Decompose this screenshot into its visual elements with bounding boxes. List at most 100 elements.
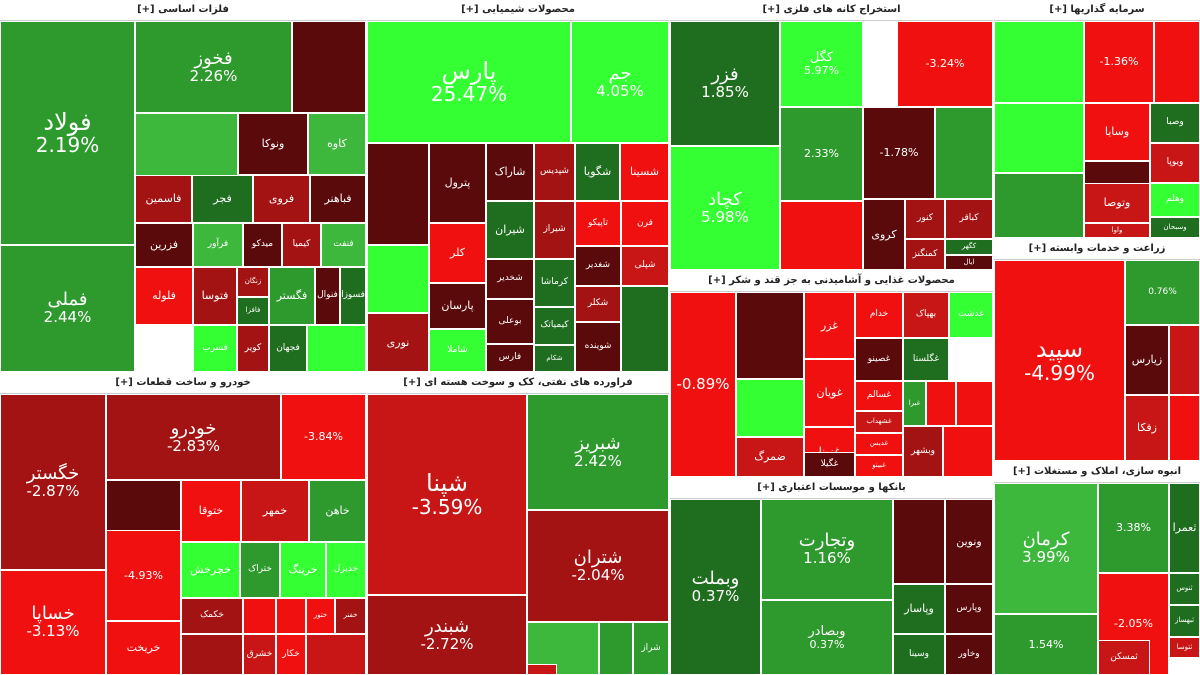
- stock-tile[interactable]: خچرخش: [181, 542, 240, 598]
- stock-tile[interactable]: [306, 634, 366, 675]
- stock-tile[interactable]: وبشهر: [903, 426, 943, 477]
- sector-title[interactable]: خودرو و ساخت قطعات [+]: [0, 373, 366, 394]
- stock-tile[interactable]: نوری: [367, 313, 429, 372]
- sector-title[interactable]: استخراج کانه های فلزی [+]: [670, 0, 993, 21]
- stock-tile[interactable]: [994, 173, 1084, 238]
- stock-tile[interactable]: وبملت 0.37%: [670, 499, 761, 675]
- stock-tile[interactable]: کنور: [905, 199, 945, 239]
- stock-tile[interactable]: ثبهساز: [1169, 605, 1200, 637]
- stock-tile[interactable]: [1169, 395, 1200, 461]
- stock-tile[interactable]: فارس: [486, 344, 534, 372]
- stock-tile[interactable]: فگستر: [269, 267, 315, 325]
- stock-tile[interactable]: شپنا -3.59%: [367, 394, 527, 595]
- stock-tile[interactable]: ثعمرا: [1169, 483, 1200, 573]
- stock-tile[interactable]: پترول: [429, 143, 486, 223]
- stock-tile[interactable]: خگستر -2.87%: [0, 394, 106, 570]
- sector-title[interactable]: فلزات اساسی [+]: [0, 0, 366, 21]
- stock-tile[interactable]: شراز: [633, 622, 669, 675]
- stock-tile[interactable]: ضمرگ: [736, 437, 804, 477]
- stock-tile[interactable]: [736, 292, 804, 379]
- stock-tile[interactable]: فاسمین: [135, 175, 192, 223]
- stock-tile[interactable]: کروی: [863, 199, 905, 270]
- stock-tile[interactable]: ختراک: [240, 542, 280, 598]
- stock-tile[interactable]: [956, 381, 993, 426]
- stock-tile[interactable]: خرینگ: [280, 542, 326, 598]
- stock-tile[interactable]: [1154, 21, 1200, 103]
- stock-tile[interactable]: بوعلی: [486, 299, 534, 344]
- stock-tile[interactable]: غزر: [804, 292, 855, 359]
- stock-tile[interactable]: خکمک: [181, 598, 243, 634]
- sector-title[interactable]: محصولات شیمیایی [+]: [367, 0, 669, 21]
- stock-tile[interactable]: سپید -4.99%: [994, 260, 1125, 461]
- stock-tile[interactable]: شبریز 2.42%: [527, 394, 669, 510]
- stock-tile[interactable]: [935, 107, 993, 199]
- stock-tile[interactable]: [243, 598, 276, 634]
- stock-tile[interactable]: کمنگنز: [905, 239, 945, 270]
- stock-tile[interactable]: میدکو: [243, 223, 282, 267]
- stock-tile[interactable]: خساپا -3.13%: [0, 570, 106, 675]
- stock-tile[interactable]: فخوز 2.26%: [135, 21, 292, 113]
- stock-tile[interactable]: [367, 143, 429, 245]
- stock-tile[interactable]: [276, 598, 306, 634]
- stock-tile[interactable]: [621, 286, 669, 372]
- stock-tile[interactable]: [926, 381, 956, 426]
- stock-tile[interactable]: ویوپا: [1150, 143, 1200, 183]
- stock-tile[interactable]: فنوال: [315, 267, 340, 325]
- stock-tile[interactable]: ثتوسا: [1169, 637, 1200, 658]
- stock-tile[interactable]: وپارس: [945, 584, 993, 634]
- stock-tile[interactable]: فرآور: [193, 223, 243, 267]
- stock-tile[interactable]: کباقر: [945, 199, 993, 239]
- stock-tile[interactable]: غشهداب: [855, 411, 903, 433]
- stock-tile[interactable]: شبندر -2.72%: [367, 595, 527, 675]
- stock-tile[interactable]: [367, 245, 429, 313]
- stock-tile[interactable]: [780, 201, 863, 270]
- stock-tile[interactable]: شوینده: [575, 322, 621, 372]
- stock-tile[interactable]: وتوصا: [1084, 183, 1150, 223]
- stock-tile[interactable]: شیران: [486, 201, 534, 259]
- stock-tile[interactable]: غگیلا: [804, 452, 855, 477]
- stock-tile[interactable]: [736, 379, 804, 437]
- stock-tile[interactable]: خدام: [855, 292, 903, 338]
- stock-tile[interactable]: کرمان 3.99%: [994, 483, 1098, 614]
- stock-tile[interactable]: وپاسار: [893, 584, 945, 634]
- stock-tile[interactable]: واوا: [1084, 223, 1150, 238]
- stock-tile[interactable]: شسینا: [620, 143, 669, 201]
- stock-tile[interactable]: کگهر: [945, 239, 993, 255]
- stock-tile[interactable]: فجهان: [269, 325, 307, 372]
- stock-tile[interactable]: غبرا: [903, 381, 926, 426]
- sector-title[interactable]: بانکها و موسسات اعتباری [+]: [670, 478, 993, 499]
- stock-tile[interactable]: وتجارت 1.16%: [761, 499, 893, 600]
- stock-tile[interactable]: [292, 21, 366, 113]
- stock-tile[interactable]: وسبحان: [1150, 217, 1200, 238]
- stock-tile[interactable]: زفکا: [1125, 395, 1169, 461]
- stock-tile[interactable]: [994, 21, 1084, 103]
- stock-tile[interactable]: 1.54%: [994, 614, 1098, 675]
- stock-tile[interactable]: فروی: [253, 175, 310, 223]
- stock-tile[interactable]: فولاد 2.19%: [0, 21, 135, 245]
- stock-tile[interactable]: کگل 5.97%: [780, 21, 863, 107]
- stock-tile[interactable]: خدیزل: [326, 542, 366, 598]
- stock-tile[interactable]: وسایا: [1084, 103, 1150, 161]
- sector-title[interactable]: محصولات غذایی و آشامیدنی به جز قند و شکر…: [670, 271, 993, 292]
- stock-tile[interactable]: زنگان: [237, 267, 269, 297]
- stock-tile[interactable]: خمهر: [241, 480, 309, 542]
- stock-tile[interactable]: پارس 25.47%: [367, 21, 571, 143]
- stock-tile[interactable]: خفنر: [335, 598, 366, 634]
- stock-tile[interactable]: بهپاک: [903, 292, 949, 338]
- stock-tile[interactable]: تاپیکو: [575, 201, 621, 246]
- stock-tile[interactable]: ثمسکن: [1098, 640, 1150, 675]
- stock-tile[interactable]: 2.33%: [780, 107, 863, 201]
- stock-tile[interactable]: فزر 1.85%: [670, 21, 780, 146]
- stock-tile[interactable]: خاهن: [309, 480, 366, 542]
- stock-tile[interactable]: [943, 426, 993, 477]
- stock-tile[interactable]: فلوله: [135, 267, 193, 325]
- stock-tile[interactable]: ونوکا: [238, 113, 308, 175]
- sector-title[interactable]: فراورده های نفتی، کک و سوخت هسته ای [+]: [367, 373, 669, 394]
- stock-tile[interactable]: شپدیس: [534, 143, 575, 201]
- stock-tile[interactable]: -1.78%: [863, 107, 935, 199]
- stock-tile[interactable]: خشرق: [243, 634, 276, 675]
- stock-tile[interactable]: -1.36%: [1084, 21, 1154, 103]
- stock-tile[interactable]: شکلر: [575, 286, 621, 322]
- stock-tile[interactable]: خودرو -2.83%: [106, 394, 281, 480]
- stock-tile[interactable]: فباهنر: [310, 175, 366, 223]
